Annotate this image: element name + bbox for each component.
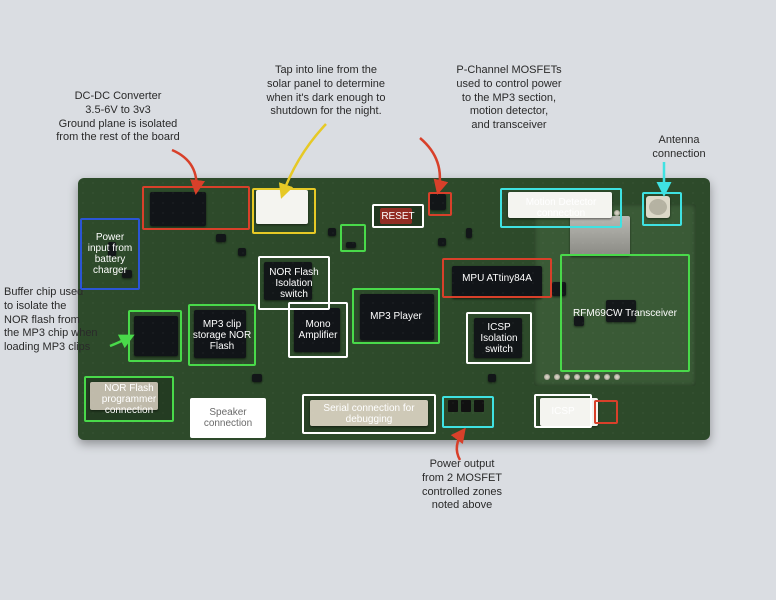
callout-motion: Motion Detector connection [500,188,622,228]
callout-icsp_sq [594,400,618,424]
callout-mono_amp: Mono Amplifier [288,302,348,358]
smd [438,238,446,246]
smd [328,228,336,236]
smd [466,228,472,238]
callout-label-nor_prog: NOR Flash programmer connection [88,383,170,416]
callout-mp3_clip: MP3 clip storage NOR Flash [188,304,256,366]
callout-label-nor_iso: NOR Flash Isolation switch [262,267,326,300]
callout-label-reset: RESET [381,211,414,222]
callout-reset: RESET [372,204,424,228]
note-buffer: Buffer chip used to isolate the NOR flas… [4,286,114,355]
callout-label-icsp: ICSP [551,406,574,417]
smd [216,234,226,242]
note-dcdc: DC-DC Converter 3.5-6V to 3v3 Ground pla… [34,90,202,145]
callout-antenna_box [642,192,682,226]
callout-label-motion: Motion Detector connection [504,197,618,219]
rf-pad-row-bottom [544,374,620,380]
callout-hdr3 [442,396,494,428]
callout-label-serial: Serial connection for debugging [306,403,432,425]
callout-icsp: ICSP [534,394,592,428]
callout-power_in: Power input from battery charger [80,218,140,290]
callout-speaker: Speaker connection [190,398,266,438]
callout-mpu: MPU ATtiny84A [442,258,552,298]
callout-nor_prog: NOR Flash programmer connection [84,376,174,422]
callout-icsp_iso: ICSP Isolation switch [466,312,532,364]
callout-label-power_in: Power input from battery charger [84,232,136,276]
callout-label-speaker: Speaker connection [194,407,262,429]
callout-serial: Serial connection for debugging [302,394,436,434]
note-solar: Tap into line from the solar panel to de… [236,64,416,119]
note-mosfet: P-Channel MOSFETs used to control power … [424,64,594,133]
callout-label-mono_amp: Mono Amplifier [292,319,344,341]
smd [238,248,246,256]
callout-mosfet_sm [428,192,452,216]
callout-label-icsp_iso: ICSP Isolation switch [470,322,528,355]
smd [252,374,262,382]
callout-tap_sm [340,224,366,252]
smd [488,374,496,382]
diagram-stage: DC-DC Converter 3.5-6V to 3v3 Ground pla… [0,0,776,600]
callout-label-mp3_clip: MP3 clip storage NOR Flash [192,319,252,352]
callout-label-rfm: RFM69CW Transceiver [573,308,677,319]
callout-mp3_player: MP3 Player [352,288,440,344]
note-antenna: Antenna connection [634,134,724,162]
callout-rfm: RFM69CW Transceiver [560,254,690,372]
callout-buffer_box [128,310,182,362]
callout-dcdc_box [142,186,250,230]
callout-label-mp3_player: MP3 Player [370,311,422,322]
callout-solar_box [252,188,316,234]
note-pwrout: Power output from 2 MOSFET controlled zo… [402,458,522,513]
callout-label-mpu: MPU ATtiny84A [462,273,532,284]
